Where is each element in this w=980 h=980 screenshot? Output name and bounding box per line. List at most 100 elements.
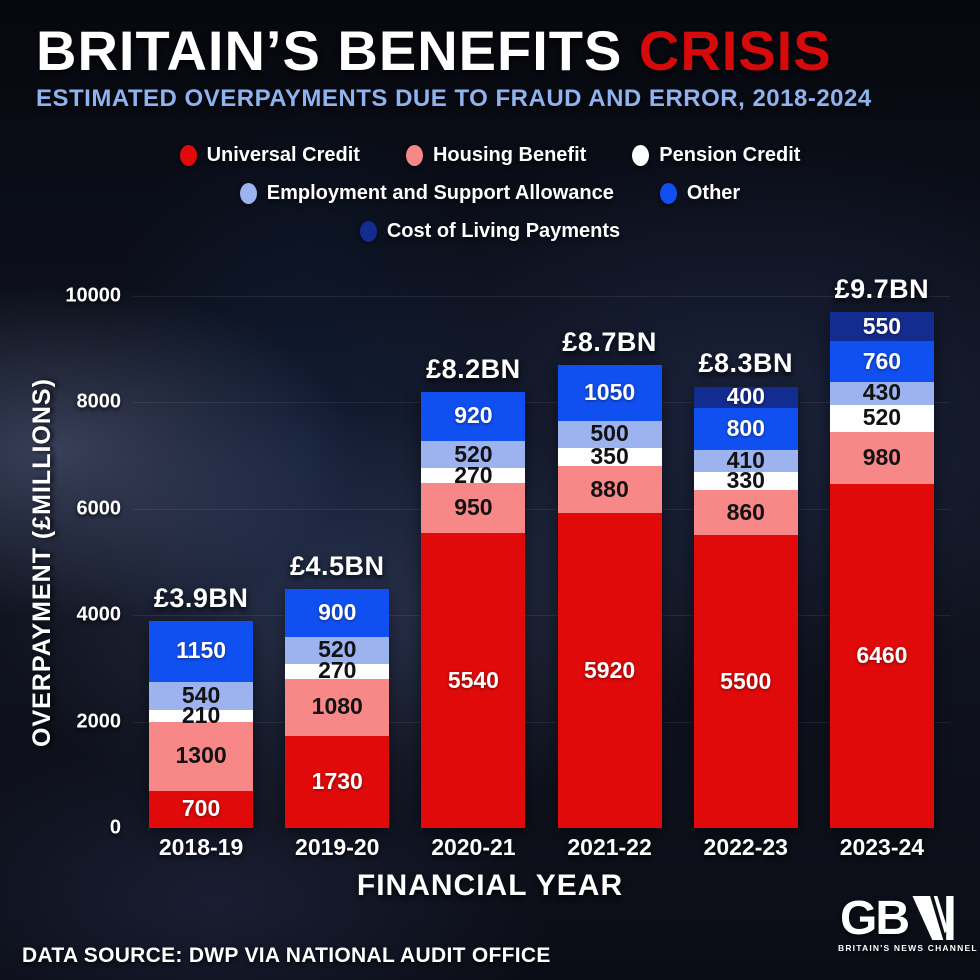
gbn-logo-gb-text: GB: [840, 891, 910, 945]
legend-row-2: Employment and Support Allowance Other: [0, 182, 980, 205]
segment-value-label: 880: [590, 475, 629, 502]
x-tick-2021-22: 2021-22: [567, 834, 652, 860]
segment-value-label: 5540: [447, 666, 499, 693]
legend-row-3: Cost of Living Payments: [0, 220, 980, 243]
bar-2018-19: 700 1300 210 540 1150: [149, 620, 254, 828]
universal-credit-segment: 1730: [285, 735, 390, 828]
legend-label: Other: [686, 182, 741, 204]
page-title: BRITAIN’S BENEFITS CRISIS: [36, 19, 956, 82]
segment-value-label: 520: [862, 404, 902, 431]
other-segment: 800: [693, 407, 798, 451]
legend-item-employment-and-support-allowance: Employment and Support Allowance: [239, 182, 614, 205]
gridline-2000: [133, 721, 950, 723]
x-axis-title: FINANCIAL YEAR: [356, 869, 624, 902]
bar-2023-24: 6460 980 520 430 760 550: [829, 312, 934, 828]
bar-total-label-2020-21: £8.2BN: [426, 353, 521, 384]
header: BRITAIN’S BENEFITS CRISIS ESTIMATED OVER…: [36, 19, 956, 113]
segment-value-label: 900: [318, 598, 357, 625]
segment-value-label: 550: [862, 312, 902, 339]
other-segment: 900: [285, 588, 390, 637]
segment-value-label: 980: [862, 444, 902, 471]
title-white-part: BRITAIN’S BENEFITS: [36, 19, 639, 82]
other-segment: 920: [421, 391, 526, 441]
bar-2019-20: 1730 1080 270 520 900: [285, 588, 390, 828]
other-segment: 1050: [557, 365, 662, 422]
x-tick-2022-23: 2022-23: [703, 834, 788, 860]
housing-benefit-segment: 1300: [149, 721, 254, 791]
segment-value-label: 1730: [311, 768, 363, 795]
pension-credit-segment: 210: [149, 704, 254, 727]
legend-item-other: Other: [659, 182, 741, 205]
bar-2020-21: 5540 950 270 520 920: [421, 391, 526, 828]
employment-and-support-allowance-segment: 410: [693, 447, 798, 474]
housing-benefit-segment: 860: [693, 489, 798, 536]
gbn-logo-caption: BRITAIN'S NEWS CHANNEL: [838, 943, 978, 953]
pension-credit-segment: 350: [557, 443, 662, 470]
other-segment: 760: [829, 341, 934, 382]
segment-value-label: 210: [181, 702, 221, 729]
other-segment: 1150: [149, 620, 254, 682]
employment-and-support-allowance-swatch-icon: [239, 183, 257, 204]
bar-total-label-2018-19: £3.9BN: [153, 582, 249, 613]
segment-value-label: 400: [726, 383, 765, 410]
employment-and-support-allowance-segment: 540: [149, 681, 254, 711]
x-tick-2018-19: 2018-19: [158, 834, 244, 860]
segment-value-label: 1050: [583, 379, 636, 406]
chart-subtitle: ESTIMATED OVERPAYMENTS DUE TO FRAUD AND …: [36, 84, 872, 112]
housing-benefit-segment: 980: [829, 432, 934, 485]
chart-legend: Universal Credit Housing Benefit Pension C…: [0, 144, 980, 258]
cost-of-living-payments-segment: 400: [693, 383, 798, 410]
housing-benefit-segment: 1080: [285, 678, 390, 736]
segment-value-label: 700: [181, 795, 221, 822]
segment-value-label: 430: [862, 379, 902, 406]
employment-and-support-allowance-segment: 430: [829, 379, 934, 406]
gridline-4000: [133, 615, 950, 617]
segment-value-label: 520: [318, 636, 357, 663]
pension-credit-swatch-icon: [632, 145, 650, 166]
bar-2022-23: 5500 860 330 410 800 400: [693, 383, 798, 828]
universal-credit-segment: 5920: [557, 513, 662, 828]
legend-label: Employment and Support Allowance: [266, 182, 614, 204]
title-red-part: CRISIS: [638, 19, 832, 82]
y-tick-8000: 8000: [76, 390, 122, 413]
bar-total-label-2021-22: £8.7BN: [562, 327, 657, 358]
y-tick-4000: 4000: [76, 603, 122, 626]
segment-value-label: 350: [590, 443, 629, 470]
segment-value-label: 270: [454, 461, 493, 488]
segment-value-label: 270: [318, 657, 357, 684]
segment-value-label: 800: [726, 415, 765, 442]
y-axis-title: OVERPAYMENT (£MILLIONS): [27, 377, 56, 747]
employment-and-support-allowance-segment: 520: [421, 440, 526, 469]
segment-value-label: 520: [454, 440, 493, 467]
legend-label: Pension Credit: [659, 144, 801, 166]
legend-item-universal-credit: Universal Credit: [179, 144, 360, 167]
segment-value-label: 540: [181, 682, 221, 709]
gridline-8000: [133, 402, 950, 404]
legend-label: Housing Benefit: [432, 144, 587, 166]
legend-item-pension-credit: Pension Credit: [632, 144, 800, 167]
universal-credit-segment: 5540: [421, 533, 526, 828]
gridline-10000: [133, 296, 950, 297]
plot-area: 0 2000 4000 6000 8000 10000 700 1300 210 540 1150 £…: [65, 274, 950, 860]
segment-value-label: 410: [726, 447, 765, 474]
x-tick-2019-20: 2019-20: [295, 834, 380, 860]
bar-total-label-2023-24: £9.7BN: [834, 273, 930, 304]
segment-value-label: 920: [454, 402, 493, 429]
legend-item-cost-of-living-payments: Cost of Living Payments: [359, 220, 621, 243]
y-tick-10000: 10000: [65, 284, 121, 307]
universal-credit-segment: 6460: [829, 484, 934, 828]
universal-credit-swatch-icon: [179, 145, 197, 166]
segment-value-label: 330: [726, 466, 765, 493]
housing-benefit-segment: 950: [421, 482, 526, 534]
bar-total-label-2019-20: £4.5BN: [289, 550, 385, 581]
gbn-logo-n-icon: [912, 896, 954, 940]
housing-benefit-swatch-icon: [405, 145, 423, 166]
pension-credit-segment: 330: [693, 466, 798, 493]
pension-credit-segment: 520: [829, 404, 934, 433]
bar-2021-22: 5920 880 350 500 1050: [557, 365, 662, 828]
bar-total-label-2022-23: £8.3BN: [698, 348, 794, 379]
housing-benefit-segment: 880: [557, 466, 662, 514]
x-tick-2020-21: 2020-21: [431, 834, 516, 860]
segment-value-label: 1150: [176, 637, 227, 664]
legend-label: Cost of Living Payments: [386, 220, 621, 242]
